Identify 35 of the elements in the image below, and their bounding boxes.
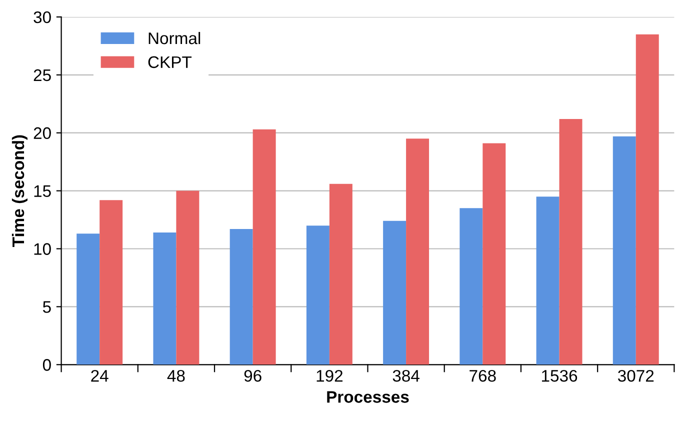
x-tick-label: 1536: [542, 370, 578, 382]
y-axis-title: Time (second): [12, 135, 28, 247]
bar: [306, 226, 330, 365]
bar: [636, 34, 659, 365]
bar: [176, 190, 200, 365]
bar: [329, 184, 352, 365]
bar: [460, 208, 483, 365]
bar: [100, 200, 123, 365]
bar: [406, 138, 430, 365]
y-tick-label: 5: [42, 301, 51, 313]
bar: [482, 143, 506, 365]
x-tick-label: 3072: [618, 370, 654, 382]
legend-label: CKPT: [148, 56, 192, 68]
y-tick-label: 30: [34, 11, 51, 24]
y-tick-label: 20: [34, 127, 51, 140]
x-tick-label: 768: [470, 370, 496, 382]
y-tick-label: 10: [34, 243, 51, 255]
x-axis-title: Processes: [327, 391, 409, 403]
x-tick-label: 48: [167, 370, 185, 382]
bar: [612, 136, 636, 365]
bar: [230, 229, 253, 365]
bar: [153, 232, 176, 365]
x-tick-label: 192: [316, 370, 342, 382]
bar: [252, 129, 276, 365]
bar: [559, 118, 582, 365]
y-tick-label: 25: [34, 69, 51, 82]
bar: [383, 220, 406, 365]
legend-label: Normal: [148, 32, 200, 44]
y-tick-label: 15: [34, 185, 51, 198]
bar: [536, 196, 560, 365]
bar: [76, 234, 100, 365]
x-tick-label: 24: [91, 370, 108, 382]
x-tick-label: 96: [244, 370, 262, 382]
x-tick-label: 384: [392, 370, 420, 382]
y-tick-label: 0: [42, 359, 51, 371]
